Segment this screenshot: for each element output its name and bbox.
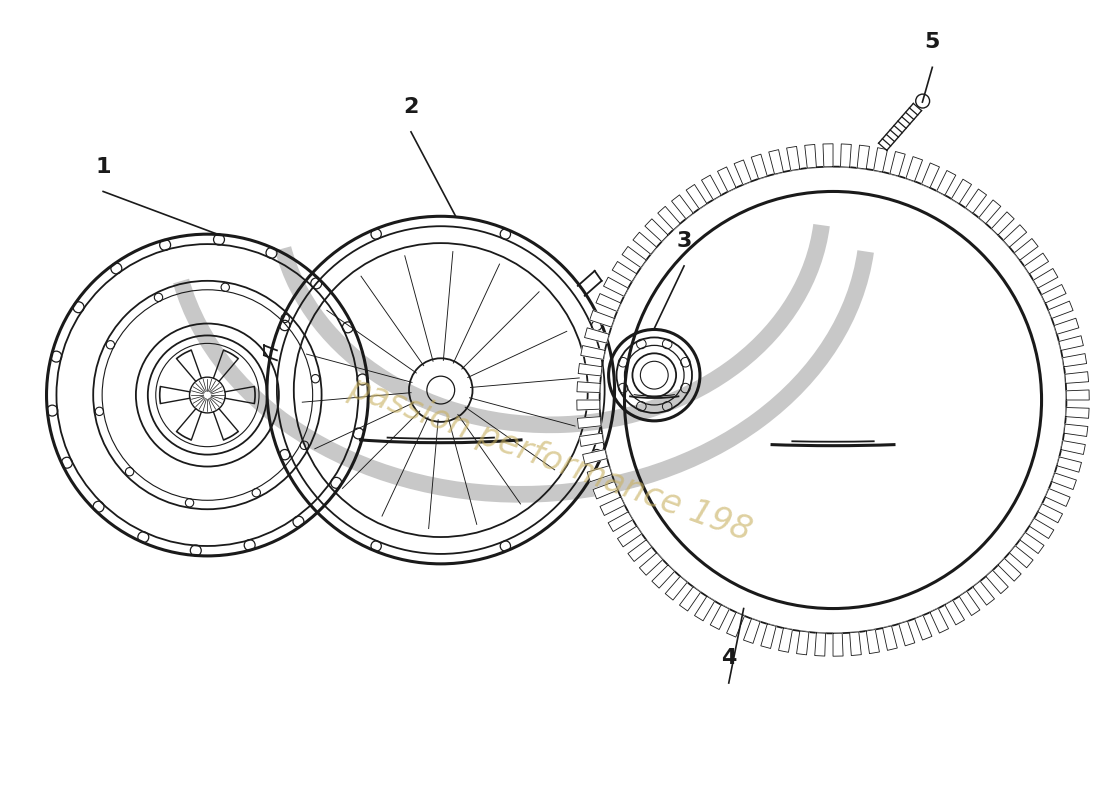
Polygon shape — [1042, 285, 1066, 303]
Polygon shape — [617, 526, 641, 547]
Polygon shape — [805, 145, 816, 168]
Polygon shape — [930, 608, 948, 633]
Polygon shape — [857, 145, 869, 169]
Polygon shape — [1054, 318, 1079, 334]
Polygon shape — [578, 417, 601, 428]
Polygon shape — [952, 179, 971, 204]
Polygon shape — [1062, 441, 1086, 454]
Polygon shape — [666, 576, 688, 600]
Polygon shape — [1059, 336, 1084, 350]
Polygon shape — [744, 618, 760, 643]
Polygon shape — [1030, 518, 1054, 538]
Polygon shape — [680, 587, 701, 611]
Polygon shape — [658, 206, 680, 230]
Polygon shape — [1064, 424, 1088, 437]
Polygon shape — [779, 628, 792, 652]
Polygon shape — [576, 400, 600, 410]
Polygon shape — [786, 146, 800, 170]
Polygon shape — [596, 294, 620, 311]
Polygon shape — [1066, 407, 1089, 418]
Polygon shape — [711, 605, 729, 630]
Polygon shape — [972, 581, 994, 605]
Polygon shape — [613, 262, 637, 282]
Polygon shape — [979, 200, 1001, 224]
Polygon shape — [922, 163, 939, 188]
Polygon shape — [593, 482, 618, 499]
Polygon shape — [815, 633, 825, 656]
Polygon shape — [694, 596, 715, 621]
Text: 5: 5 — [925, 33, 940, 53]
Polygon shape — [937, 170, 956, 195]
Polygon shape — [628, 540, 652, 562]
Text: 1: 1 — [96, 157, 111, 177]
Polygon shape — [717, 167, 736, 192]
Polygon shape — [645, 219, 668, 242]
Text: passion performance 198: passion performance 198 — [344, 371, 756, 548]
Text: 2: 2 — [404, 97, 419, 117]
Polygon shape — [823, 144, 833, 167]
Polygon shape — [1045, 489, 1070, 506]
Text: 4: 4 — [722, 648, 736, 668]
Polygon shape — [584, 328, 609, 343]
Polygon shape — [840, 144, 851, 167]
Polygon shape — [580, 434, 604, 446]
Polygon shape — [761, 624, 777, 649]
Polygon shape — [600, 497, 625, 515]
Polygon shape — [998, 558, 1021, 581]
Polygon shape — [873, 148, 888, 172]
Polygon shape — [1066, 390, 1089, 400]
Polygon shape — [906, 157, 923, 182]
Polygon shape — [587, 466, 612, 482]
Polygon shape — [727, 612, 745, 637]
Polygon shape — [866, 630, 879, 654]
Polygon shape — [986, 570, 1009, 594]
Polygon shape — [579, 363, 602, 376]
Polygon shape — [751, 154, 768, 179]
Polygon shape — [899, 621, 915, 646]
Polygon shape — [849, 632, 861, 655]
Polygon shape — [671, 195, 693, 219]
Polygon shape — [632, 232, 657, 254]
Polygon shape — [890, 151, 905, 176]
Polygon shape — [1014, 238, 1038, 260]
Polygon shape — [702, 175, 722, 200]
Polygon shape — [966, 189, 987, 213]
Polygon shape — [608, 512, 632, 531]
Polygon shape — [1024, 253, 1048, 274]
Polygon shape — [1057, 457, 1081, 472]
Polygon shape — [621, 246, 646, 267]
Polygon shape — [1065, 372, 1089, 383]
Polygon shape — [734, 160, 751, 185]
Polygon shape — [639, 553, 663, 575]
Polygon shape — [1020, 533, 1044, 554]
Polygon shape — [652, 565, 674, 588]
Polygon shape — [1048, 301, 1074, 318]
Polygon shape — [914, 615, 932, 640]
Polygon shape — [882, 626, 898, 650]
Polygon shape — [945, 600, 965, 625]
Polygon shape — [959, 591, 980, 615]
Polygon shape — [590, 310, 615, 327]
Polygon shape — [1037, 504, 1063, 522]
Polygon shape — [583, 450, 607, 464]
Polygon shape — [1003, 225, 1026, 247]
Polygon shape — [1063, 354, 1087, 366]
Polygon shape — [769, 150, 783, 174]
Polygon shape — [604, 278, 628, 296]
Polygon shape — [991, 212, 1014, 235]
Polygon shape — [576, 382, 601, 393]
Text: 3: 3 — [676, 231, 692, 251]
Polygon shape — [581, 346, 605, 359]
Polygon shape — [1052, 473, 1077, 490]
Polygon shape — [1033, 269, 1058, 288]
Polygon shape — [833, 633, 843, 656]
Polygon shape — [686, 185, 707, 209]
Polygon shape — [796, 631, 808, 655]
Polygon shape — [1010, 546, 1033, 568]
